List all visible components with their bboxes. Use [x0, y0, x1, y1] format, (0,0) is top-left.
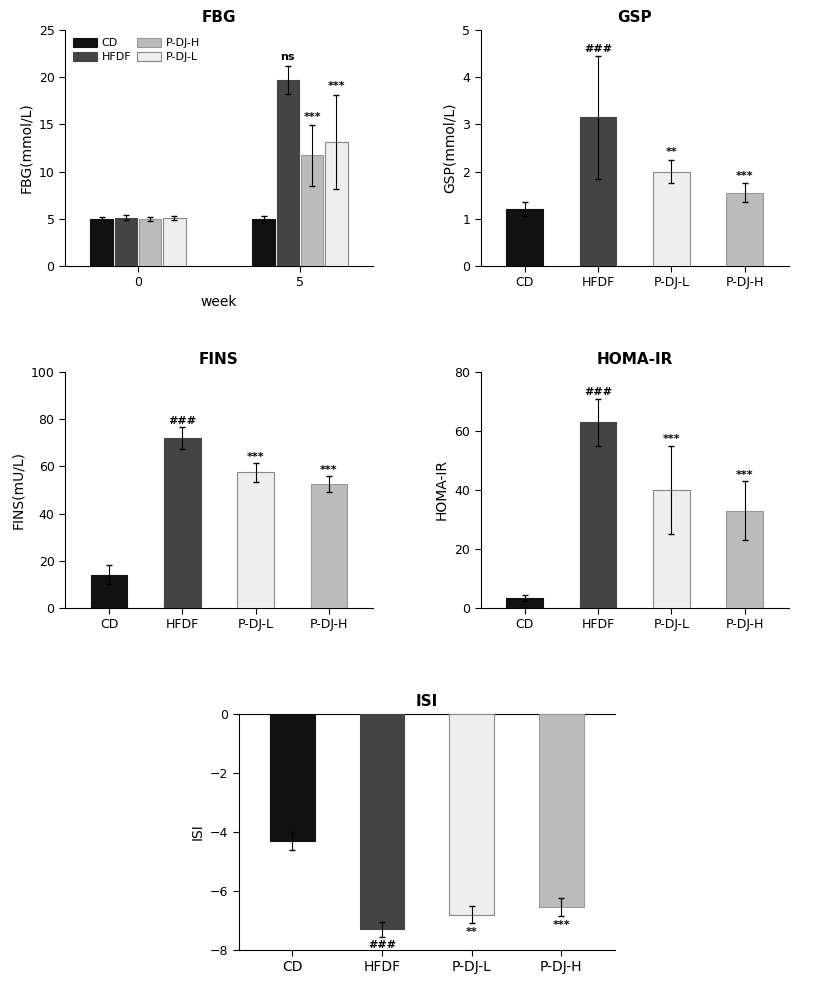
Bar [506, 209, 543, 266]
Text: ***: *** [247, 452, 264, 462]
Text: **: ** [665, 147, 677, 157]
Bar [580, 422, 616, 608]
Title: HOMA-IR: HOMA-IR [597, 352, 673, 367]
X-axis label: week: week [201, 295, 237, 309]
Bar [270, 714, 315, 841]
Text: ###: ### [584, 387, 612, 397]
Text: ***: *** [328, 81, 346, 91]
Y-axis label: FINS(mU/L): FINS(mU/L) [11, 451, 25, 529]
Text: ***: *** [320, 465, 337, 475]
Bar [276, 80, 299, 266]
Title: FBG: FBG [202, 10, 237, 25]
Bar [311, 484, 347, 608]
Text: ###: ### [168, 416, 197, 426]
Text: ***: *** [663, 434, 680, 444]
Text: ns: ns [280, 52, 295, 62]
Text: ***: *** [736, 470, 754, 480]
Bar [359, 714, 404, 929]
Bar [163, 218, 185, 266]
Bar [506, 598, 543, 608]
Bar [91, 575, 128, 608]
Y-axis label: HOMA-IR: HOMA-IR [435, 459, 449, 520]
Bar [539, 714, 584, 907]
Bar [237, 472, 274, 608]
Title: GSP: GSP [617, 10, 652, 25]
Bar [726, 193, 763, 266]
Y-axis label: GSP(mmol/L): GSP(mmol/L) [443, 103, 457, 193]
Bar [726, 511, 763, 608]
Text: **: ** [466, 927, 477, 937]
Y-axis label: ISI: ISI [190, 824, 204, 840]
Text: ***: *** [303, 112, 321, 122]
Bar [653, 490, 689, 608]
Bar [164, 438, 201, 608]
Bar [115, 218, 137, 266]
Title: ISI: ISI [415, 694, 438, 709]
Bar [580, 117, 616, 266]
Bar [139, 219, 161, 266]
Y-axis label: FBG(mmol/L): FBG(mmol/L) [20, 103, 33, 193]
Text: ###: ### [584, 44, 612, 54]
Bar [325, 142, 348, 266]
Legend: CD, HFDF, P-DJ-H, P-DJ-L: CD, HFDF, P-DJ-H, P-DJ-L [71, 36, 202, 64]
Bar [252, 219, 275, 266]
Text: ***: *** [552, 920, 570, 930]
Bar [450, 714, 494, 915]
Text: ***: *** [736, 171, 754, 181]
Bar [653, 172, 689, 266]
Title: FINS: FINS [199, 352, 239, 367]
Bar [90, 219, 113, 266]
Bar [301, 155, 324, 266]
Text: ###: ### [368, 940, 396, 950]
